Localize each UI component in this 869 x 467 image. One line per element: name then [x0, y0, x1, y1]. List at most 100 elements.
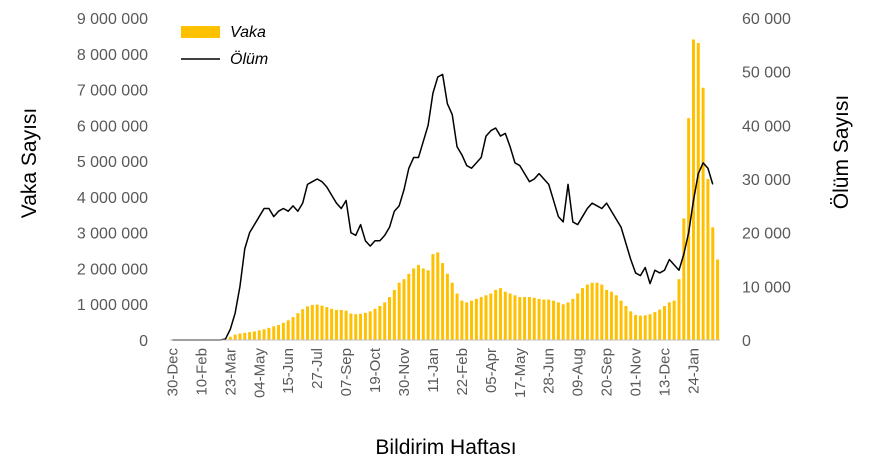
vaka-bar — [513, 295, 517, 340]
vaka-bar — [363, 312, 367, 340]
vaka-bar — [306, 306, 309, 340]
vaka-bar — [286, 320, 290, 340]
vaka-bar — [561, 304, 565, 340]
left-tick-label: 6 000 000 — [77, 118, 148, 135]
vaka-bar — [445, 273, 449, 340]
x-axis-title: Bildirim Haftası — [375, 436, 516, 459]
vaka-bar — [566, 302, 570, 340]
right-axis-title: Ölüm Sayısı — [830, 95, 853, 209]
x-tick-label: 20-Sep — [599, 348, 616, 396]
vaka-bar — [556, 302, 560, 340]
vaka-bar — [277, 324, 281, 340]
vaka-bar — [238, 333, 242, 340]
vaka-bar — [383, 302, 387, 340]
x-tick-label: 22-Feb — [454, 348, 471, 396]
vaka-bar — [349, 313, 353, 340]
x-tick-label: 30-Dec — [164, 348, 181, 397]
legend-vaka-label: Vaka — [230, 24, 266, 41]
vaka-bar — [397, 282, 401, 340]
vaka-bar — [470, 300, 474, 340]
vaka-bar — [450, 282, 454, 340]
vaka-bars — [223, 39, 720, 341]
left-tick-label: 3 000 000 — [77, 226, 148, 243]
vaka-bar — [542, 299, 546, 340]
vaka-bar — [296, 313, 300, 340]
right-tick-label: 40 000 — [742, 118, 791, 135]
vaka-bar — [373, 308, 377, 340]
x-tick-label: 15-Jun — [280, 348, 297, 394]
left-tick-label: 9 000 000 — [77, 11, 148, 28]
vaka-bar — [412, 268, 416, 340]
left-axis-title: Vaka Sayısı — [18, 108, 41, 219]
x-tick-label: 17-May — [512, 348, 529, 399]
vaka-bar — [431, 254, 435, 340]
right-tick-label: 60 000 — [742, 11, 791, 28]
vaka-bar — [436, 252, 440, 340]
vaka-bar — [243, 332, 247, 340]
vaka-bar — [547, 299, 551, 340]
vaka-bar — [465, 302, 469, 340]
vaka-bar — [667, 302, 671, 340]
right-tick-label: 50 000 — [742, 65, 791, 82]
olum-series-line — [172, 73, 714, 341]
vaka-bar — [576, 293, 580, 340]
vaka-bar — [344, 310, 348, 340]
vaka-bar — [648, 314, 652, 340]
vaka-bar — [416, 264, 420, 340]
vaka-bar — [330, 308, 334, 340]
vaka-bar — [359, 313, 363, 340]
right-y-axis: 0 10 000 20 000 30 000 40 000 50 000 60 000 — [742, 11, 791, 350]
vaka-bar — [460, 300, 464, 340]
vaka-bar — [426, 270, 430, 340]
vaka-bar — [658, 309, 662, 340]
vaka-bar — [527, 297, 531, 340]
vaka-bar — [629, 311, 633, 340]
vaka-bar — [407, 273, 411, 340]
left-tick-label: 1 000 000 — [77, 297, 148, 314]
x-tick-label: 13-Dec — [657, 348, 674, 397]
vaka-bar — [634, 314, 638, 340]
vaka-bar — [571, 298, 575, 340]
vaka-bar — [378, 306, 382, 340]
x-tick-label: 28-Jun — [541, 348, 558, 394]
vaka-bar — [479, 297, 483, 340]
vaka-bar — [368, 311, 372, 340]
vaka-bar — [508, 293, 512, 340]
vaka-bar — [537, 298, 541, 340]
right-tick-label: 20 000 — [742, 226, 791, 243]
x-tick-label: 07-Sep — [338, 348, 355, 396]
left-tick-label: 4 000 000 — [77, 190, 148, 207]
vaka-bar — [532, 297, 536, 340]
vaka-bar — [267, 327, 271, 340]
vaka-bar — [320, 305, 324, 340]
vaka-bar — [552, 300, 556, 340]
right-tick-label: 10 000 — [742, 279, 791, 296]
x-tick-label: 24-Jan — [685, 348, 702, 394]
x-tick-label: 11-Jan — [425, 348, 442, 393]
vaka-bar — [310, 304, 314, 340]
vaka-bar — [663, 306, 667, 340]
vaka-bar — [653, 312, 657, 340]
x-tick-label: 01-Nov — [628, 348, 645, 397]
legend-vaka-swatch — [181, 26, 220, 38]
legend-olum-label: Ölüm — [230, 50, 268, 68]
vaka-bar — [677, 279, 681, 340]
vaka-bar — [498, 288, 502, 340]
vaka-bar — [581, 288, 584, 340]
vaka-bar — [272, 326, 276, 340]
vaka-bar — [421, 268, 425, 340]
vaka-bar — [455, 293, 459, 340]
legend: Vaka Ölüm — [181, 24, 268, 68]
vaka-bar — [614, 295, 618, 340]
vaka-bar — [441, 263, 445, 340]
vaka-bar — [262, 329, 266, 340]
x-tick-label: 09-Aug — [570, 348, 587, 396]
x-tick-label: 05-Apr — [483, 348, 500, 393]
vaka-bar — [691, 39, 695, 340]
x-tick-label: 27-Jul — [309, 348, 326, 389]
vaka-bar — [682, 218, 686, 340]
vaka-bar — [301, 309, 305, 340]
vaka-bar — [696, 43, 700, 340]
vaka-bar — [518, 297, 522, 340]
